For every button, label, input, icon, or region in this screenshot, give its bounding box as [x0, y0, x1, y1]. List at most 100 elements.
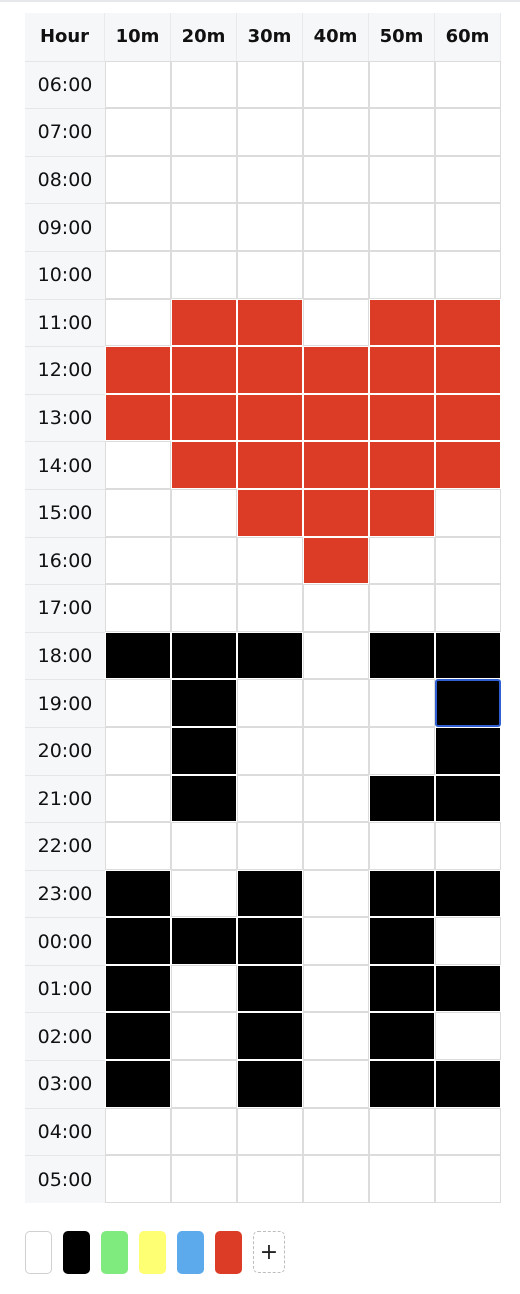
- grid-cell[interactable]: [105, 346, 171, 394]
- grid-cell[interactable]: [303, 441, 369, 489]
- grid-cell[interactable]: [369, 964, 435, 1013]
- grid-cell[interactable]: [303, 917, 369, 965]
- grid-cell[interactable]: [435, 250, 501, 299]
- swatch-red[interactable]: [215, 1230, 242, 1274]
- grid-cell[interactable]: [435, 822, 501, 870]
- grid-cell[interactable]: [435, 1060, 501, 1108]
- grid-cell[interactable]: [237, 1107, 303, 1156]
- swatch-green[interactable]: [101, 1230, 128, 1274]
- grid-cell[interactable]: [237, 917, 303, 965]
- grid-cell[interactable]: [237, 1012, 303, 1061]
- add-color-button[interactable]: +: [253, 1231, 285, 1273]
- grid-cell[interactable]: [171, 869, 237, 918]
- grid-cell[interactable]: [171, 108, 237, 156]
- grid-cell[interactable]: [237, 441, 303, 489]
- swatch-black[interactable]: [63, 1230, 90, 1274]
- grid-cell[interactable]: [303, 1155, 369, 1203]
- grid-cell[interactable]: [369, 869, 435, 918]
- grid-cell[interactable]: [237, 964, 303, 1013]
- grid-cell[interactable]: [369, 203, 435, 251]
- grid-cell[interactable]: [369, 393, 435, 442]
- grid-cell[interactable]: [369, 488, 435, 537]
- grid-cell[interactable]: [303, 726, 369, 775]
- grid-cell[interactable]: [171, 60, 237, 109]
- grid-cell[interactable]: [105, 536, 171, 585]
- grid-cell[interactable]: [237, 298, 303, 347]
- grid-cell[interactable]: [105, 298, 171, 347]
- grid-cell[interactable]: [369, 441, 435, 489]
- grid-cell[interactable]: [303, 584, 369, 632]
- grid-cell[interactable]: [237, 60, 303, 109]
- grid-cell[interactable]: [105, 774, 171, 823]
- grid-cell[interactable]: [435, 441, 501, 489]
- grid-cell[interactable]: [303, 679, 369, 727]
- grid-cell[interactable]: [171, 1012, 237, 1061]
- grid-cell[interactable]: [303, 203, 369, 251]
- grid-cell[interactable]: [105, 1060, 171, 1108]
- grid-cell[interactable]: [435, 774, 501, 823]
- grid-cell[interactable]: [171, 1107, 237, 1156]
- grid-cell[interactable]: [105, 726, 171, 775]
- grid-cell[interactable]: [171, 536, 237, 585]
- grid-cell[interactable]: [237, 488, 303, 537]
- grid-cell[interactable]: [435, 631, 501, 680]
- grid-cell[interactable]: [369, 726, 435, 775]
- grid-cell[interactable]: [369, 155, 435, 204]
- grid-cell[interactable]: [369, 1155, 435, 1203]
- grid-cell[interactable]: [369, 631, 435, 680]
- grid-cell[interactable]: [105, 869, 171, 918]
- grid-cell[interactable]: [369, 584, 435, 632]
- grid-cell[interactable]: [303, 60, 369, 109]
- grid-cell[interactable]: [369, 250, 435, 299]
- grid-cell[interactable]: [171, 155, 237, 204]
- grid-cell[interactable]: [303, 250, 369, 299]
- grid-cell[interactable]: [105, 679, 171, 727]
- grid-cell[interactable]: [435, 917, 501, 965]
- grid-cell[interactable]: [435, 155, 501, 204]
- grid-cell[interactable]: [435, 964, 501, 1013]
- grid-cell[interactable]: [435, 679, 501, 727]
- grid-cell[interactable]: [105, 584, 171, 632]
- grid-cell[interactable]: [369, 679, 435, 727]
- grid-cell[interactable]: [105, 393, 171, 442]
- grid-cell[interactable]: [237, 774, 303, 823]
- grid-cell[interactable]: [435, 584, 501, 632]
- grid-cell[interactable]: [369, 60, 435, 109]
- grid-cell[interactable]: [171, 917, 237, 965]
- grid-cell[interactable]: [435, 298, 501, 347]
- grid-cell[interactable]: [369, 1107, 435, 1156]
- grid-cell[interactable]: [369, 108, 435, 156]
- grid-cell[interactable]: [369, 298, 435, 347]
- grid-cell[interactable]: [105, 60, 171, 109]
- grid-cell[interactable]: [237, 1155, 303, 1203]
- swatch-white[interactable]: [25, 1230, 52, 1274]
- swatch-blue[interactable]: [177, 1230, 204, 1274]
- grid-cell[interactable]: [237, 584, 303, 632]
- grid-cell[interactable]: [303, 298, 369, 347]
- grid-cell[interactable]: [105, 155, 171, 204]
- grid-cell[interactable]: [237, 393, 303, 442]
- grid-cell[interactable]: [369, 822, 435, 870]
- grid-cell[interactable]: [303, 1060, 369, 1108]
- grid-cell[interactable]: [105, 822, 171, 870]
- grid-cell[interactable]: [171, 1060, 237, 1108]
- grid-cell[interactable]: [171, 631, 237, 680]
- grid-cell[interactable]: [237, 250, 303, 299]
- grid-cell[interactable]: [303, 869, 369, 918]
- grid-cell[interactable]: [237, 679, 303, 727]
- grid-cell[interactable]: [171, 964, 237, 1013]
- grid-cell[interactable]: [237, 203, 303, 251]
- grid-cell[interactable]: [171, 298, 237, 347]
- grid-cell[interactable]: [237, 1060, 303, 1108]
- grid-cell[interactable]: [303, 536, 369, 585]
- grid-cell[interactable]: [435, 203, 501, 251]
- grid-cell[interactable]: [171, 1155, 237, 1203]
- grid-cell[interactable]: [171, 250, 237, 299]
- grid-cell[interactable]: [435, 1155, 501, 1203]
- swatch-yellow[interactable]: [139, 1230, 166, 1274]
- grid-cell[interactable]: [369, 774, 435, 823]
- grid-cell[interactable]: [303, 488, 369, 537]
- grid-cell[interactable]: [171, 441, 237, 489]
- grid-cell[interactable]: [303, 631, 369, 680]
- grid-cell[interactable]: [237, 536, 303, 585]
